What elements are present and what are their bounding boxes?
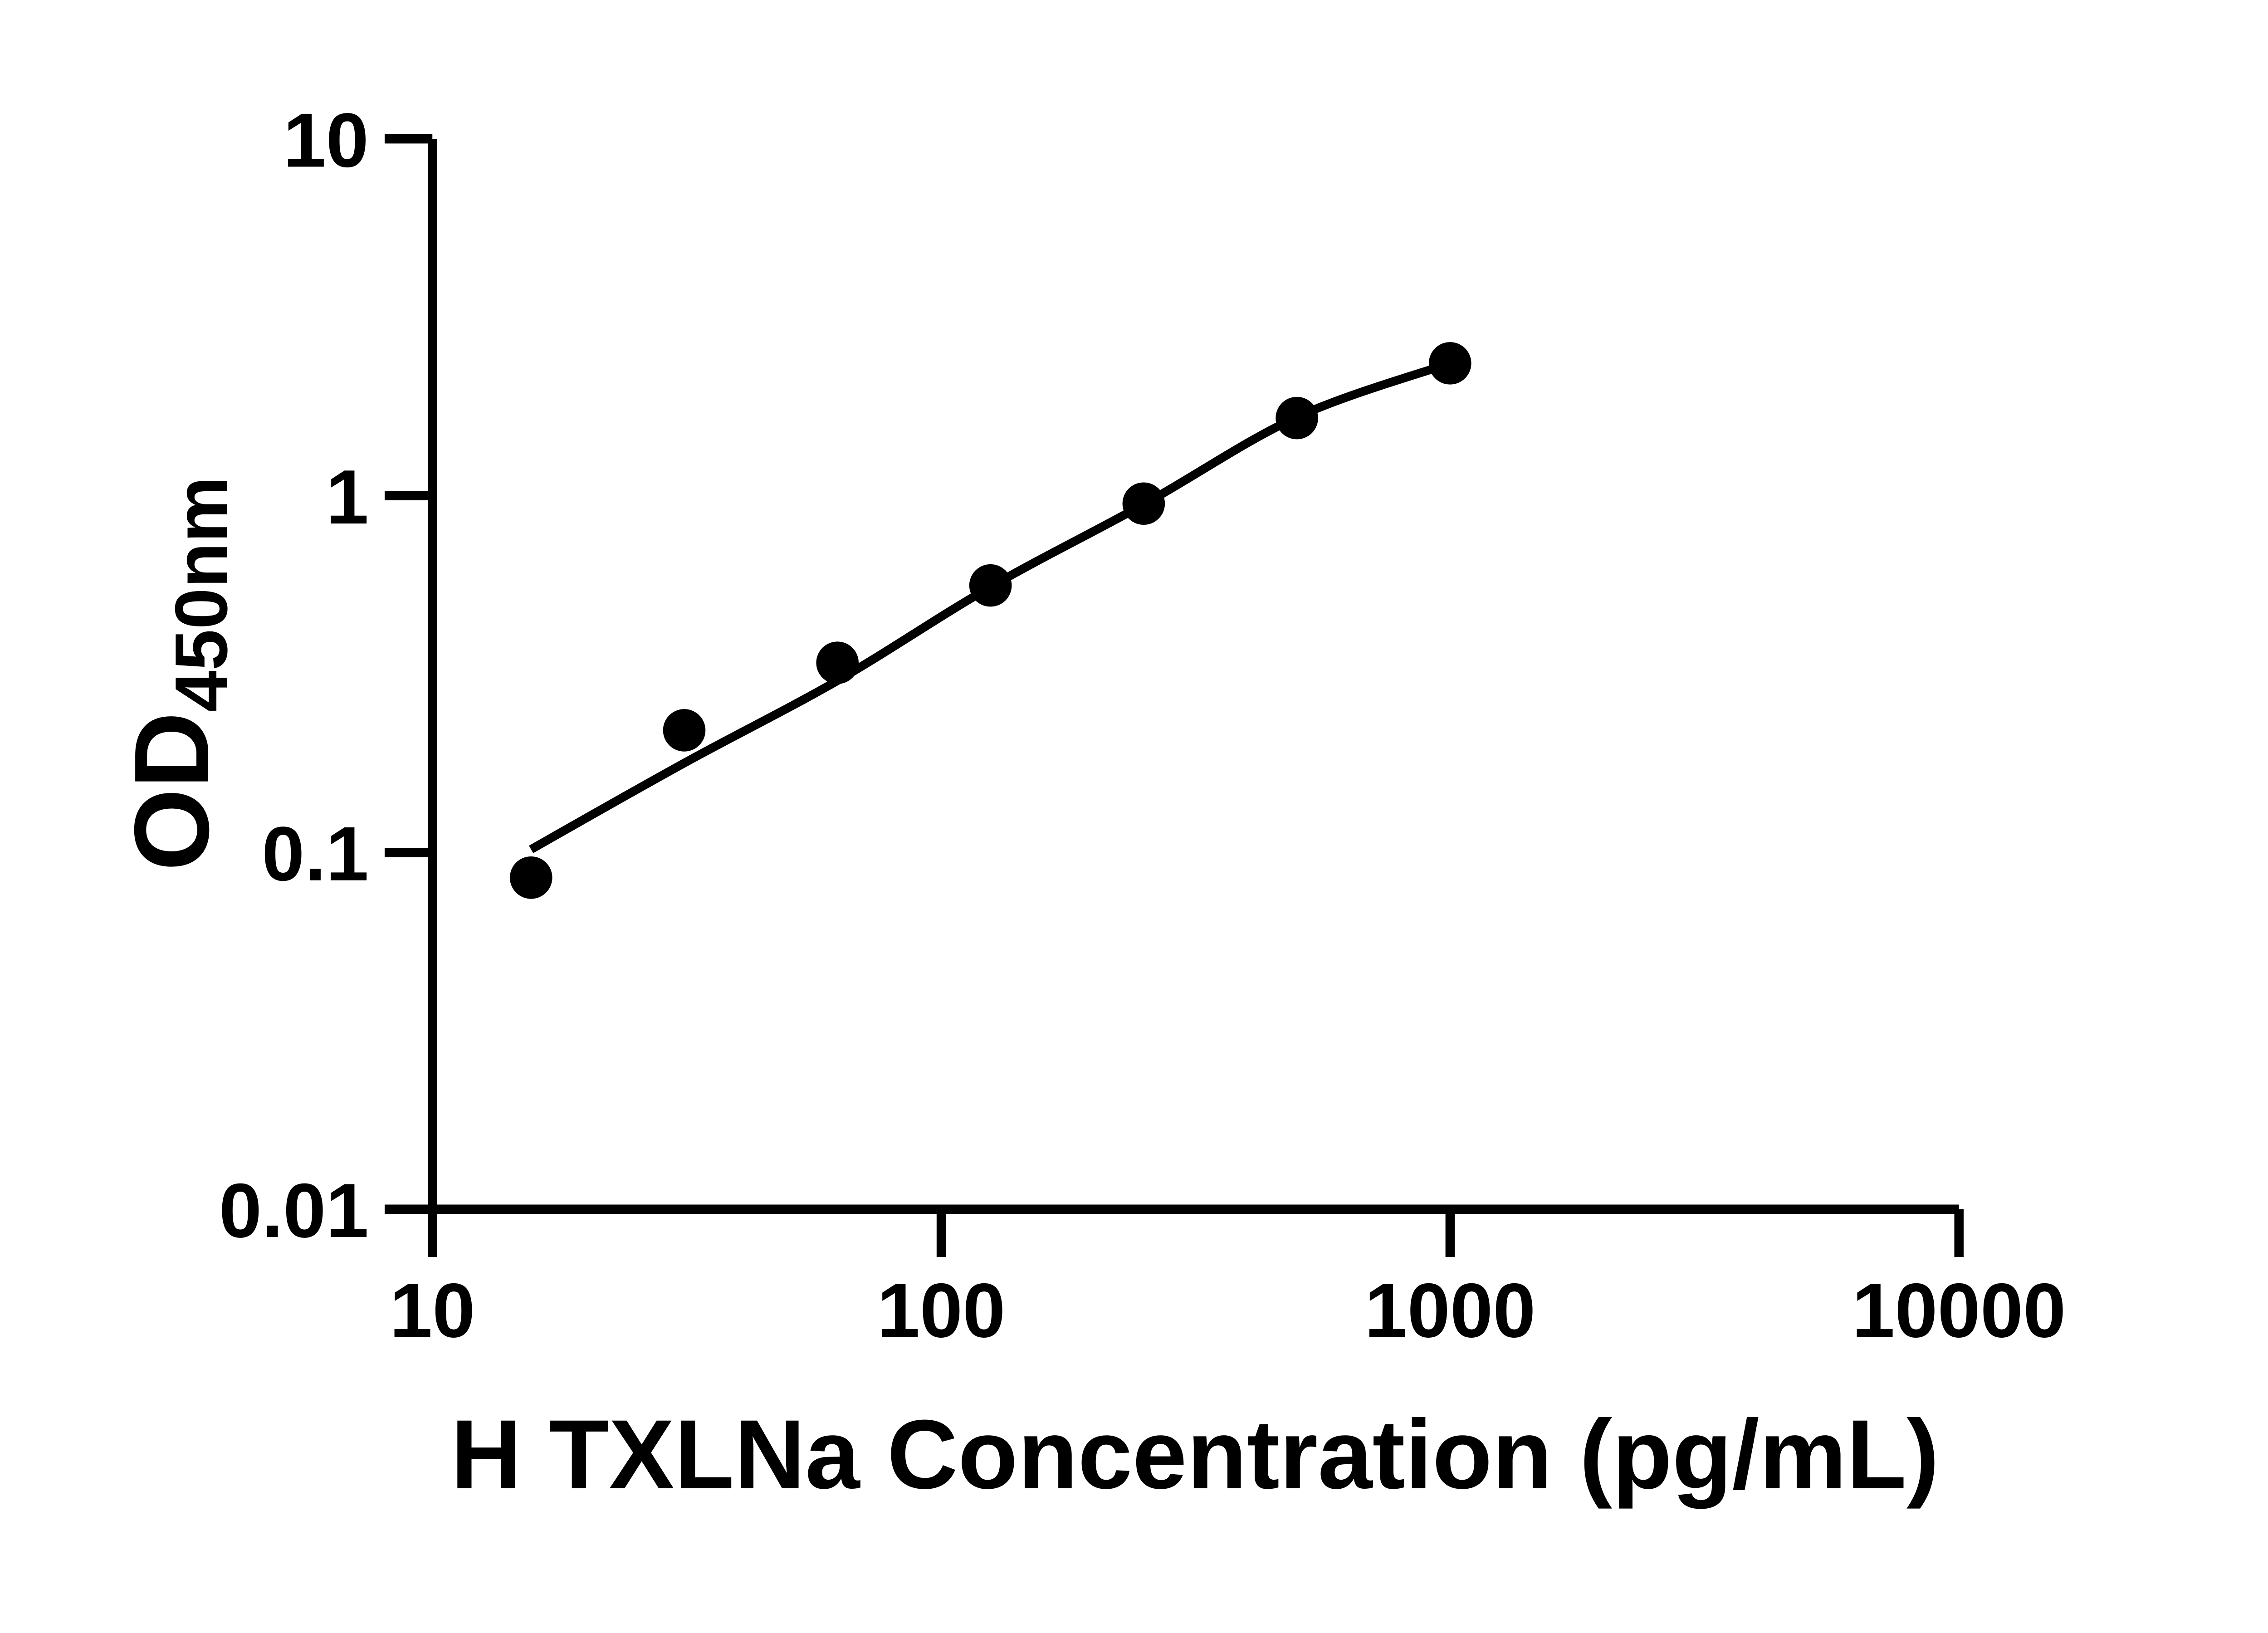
y-tick-label: 0.1 xyxy=(262,811,369,897)
data-point xyxy=(663,709,706,752)
y-axis-title: OD450nm xyxy=(112,477,243,871)
plot-content-layer xyxy=(509,342,1471,899)
data-point xyxy=(1122,482,1165,525)
x-tick-label: 10 xyxy=(390,1267,475,1353)
x-tick-label: 1000 xyxy=(1364,1267,1535,1353)
y-axis-title-main: OD xyxy=(112,712,231,871)
x-tick-label: 10000 xyxy=(1852,1267,2066,1353)
data-point xyxy=(1276,396,1318,440)
axis-spine xyxy=(427,139,1959,1214)
y-tick-label: 10 xyxy=(283,97,369,183)
y-tick-label: 1 xyxy=(326,454,369,540)
y-tick-label: 0.01 xyxy=(219,1167,369,1253)
data-point xyxy=(816,641,859,684)
standard-curve-plot: 0.01 0.1 1 10 10 100 1000 10000 H TXLNa Concent… xyxy=(112,97,2066,1509)
data-point xyxy=(509,856,552,899)
x-axis-title: H TXLNa Concentration (pg/mL) xyxy=(451,1399,1939,1509)
elisa-standard-curve-figure: 0.01 0.1 1 10 10 100 1000 10000 H TXLNa Concent… xyxy=(112,97,2066,1509)
data-point xyxy=(1428,342,1471,385)
axes-layer xyxy=(384,134,1964,1257)
tick-label-layer: 0.01 0.1 1 10 10 100 1000 10000 xyxy=(219,97,2066,1354)
data-point xyxy=(969,564,1012,607)
x-tick-label: 100 xyxy=(877,1267,1006,1353)
y-axis-title-subscript: 450nm xyxy=(160,477,243,712)
